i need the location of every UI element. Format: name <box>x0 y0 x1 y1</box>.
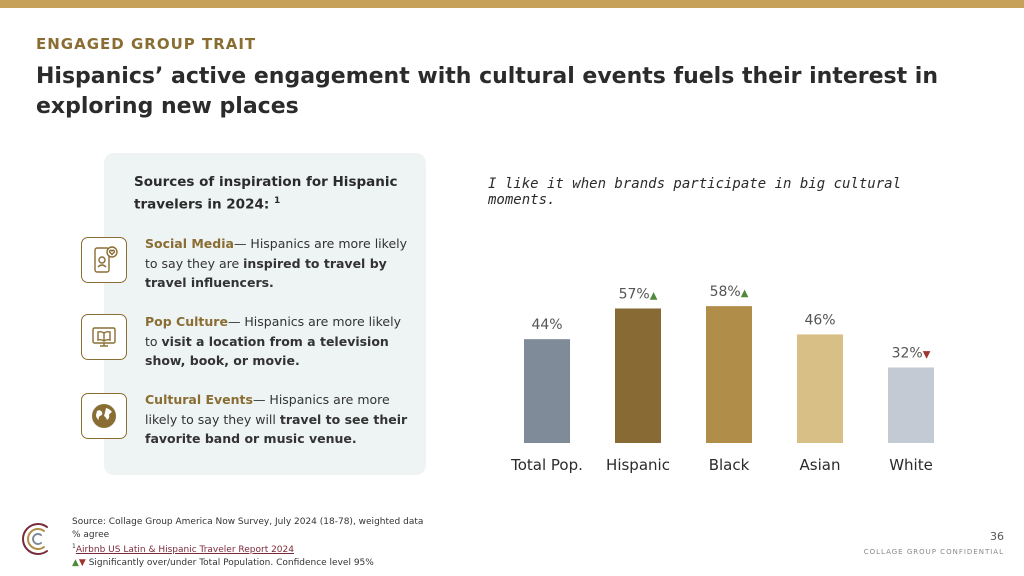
metric-line: % agree <box>72 529 110 540</box>
footnote: Source: Collage Group America Now Survey… <box>72 516 472 569</box>
bar-hispanic <box>615 308 661 443</box>
chart-title: I like it when brands participate in big… <box>488 176 902 208</box>
item-text-bold: inspired to travel by travel influencers… <box>145 255 387 291</box>
sig-up-arrow-icon: ▲ <box>72 557 79 568</box>
reference-sup: 1 <box>72 543 76 550</box>
source-line: Source: Collage Group America Now Survey… <box>72 517 424 527</box>
category-label: White <box>889 456 933 474</box>
reference-line: 1Airbnb US Latin & Hispanic Traveler Rep… <box>72 541 472 557</box>
item-text-bold: visit a location from a television show,… <box>145 333 389 369</box>
sig-up-arrow-icon: ▲ <box>650 290 658 301</box>
significance-line: ▲▼ Significantly over/under Total Popula… <box>72 557 472 570</box>
top-accent-bar <box>0 0 1024 8</box>
bar-white <box>888 367 934 443</box>
sig-up-arrow-icon: ▲ <box>741 288 749 299</box>
inspiration-item-social-media: Social Media— Hispanics are more likely … <box>145 234 415 293</box>
phone-heart-icon <box>81 237 127 283</box>
item-text-bold: travel to see their favorite band or mus… <box>145 411 408 447</box>
page-number: 36 <box>990 530 1004 543</box>
bar-chart: 44% Total Pop. 57%▲ Hispanic 58%▲ Black 46% Asi… <box>510 284 934 474</box>
page-title: Hispanics’ active engagement with cultur… <box>36 64 939 119</box>
panel-title-text: Sources of inspiration for Hispanic trav… <box>134 174 398 213</box>
significance-text: Significantly over/under Total Populatio… <box>85 557 374 568</box>
globe-icon <box>81 393 127 439</box>
inspiration-item-cultural-events: Cultural Events— Hispanics are more like… <box>145 390 415 449</box>
sig-down-arrow-icon: ▼ <box>923 349 931 360</box>
panel-title-footnote-ref: 1 <box>273 196 281 206</box>
inspiration-item-pop-culture: Pop Culture— Hispanics are more likely t… <box>145 312 415 371</box>
bar-asian <box>797 334 843 443</box>
category-label: Black <box>709 456 750 474</box>
bar-total-pop <box>524 339 570 443</box>
bar-value-label: 58%▲ <box>710 284 749 300</box>
reference-link[interactable]: Airbnb US Latin & Hispanic Traveler Repo… <box>75 545 294 555</box>
confidential-label: COLLAGE GROUP CONFIDENTIAL <box>863 548 1004 556</box>
item-heading: Pop Culture <box>145 314 228 329</box>
category-label: Hispanic <box>606 456 670 474</box>
bar-value-label: 44% <box>531 317 562 333</box>
item-heading: Social Media <box>145 236 234 251</box>
bar-black <box>706 306 752 443</box>
sig-down-arrow-icon: ▼ <box>78 557 86 568</box>
item-text: — Hispanics are more likely to <box>145 314 401 349</box>
section-eyebrow: ENGAGED GROUP TRAIT <box>36 35 257 53</box>
panel-title: Sources of inspiration for Hispanic trav… <box>134 173 414 215</box>
bar-value-label: 32%▼ <box>892 345 931 361</box>
tv-book-icon <box>81 314 127 360</box>
category-label: Asian <box>800 456 841 474</box>
bar-value-label: 57%▲ <box>619 286 658 302</box>
bar-value-label: 46% <box>804 312 835 328</box>
collage-logo-icon <box>20 519 54 563</box>
significance-arrows: ▲▼ <box>72 558 86 568</box>
category-label: Total Pop. <box>510 456 583 474</box>
item-heading: Cultural Events <box>145 392 253 407</box>
inspiration-panel <box>104 153 426 475</box>
item-text: — Hispanics are more likely to say they … <box>145 236 407 271</box>
item-text: — Hispanics are more likely to say they … <box>145 392 390 427</box>
